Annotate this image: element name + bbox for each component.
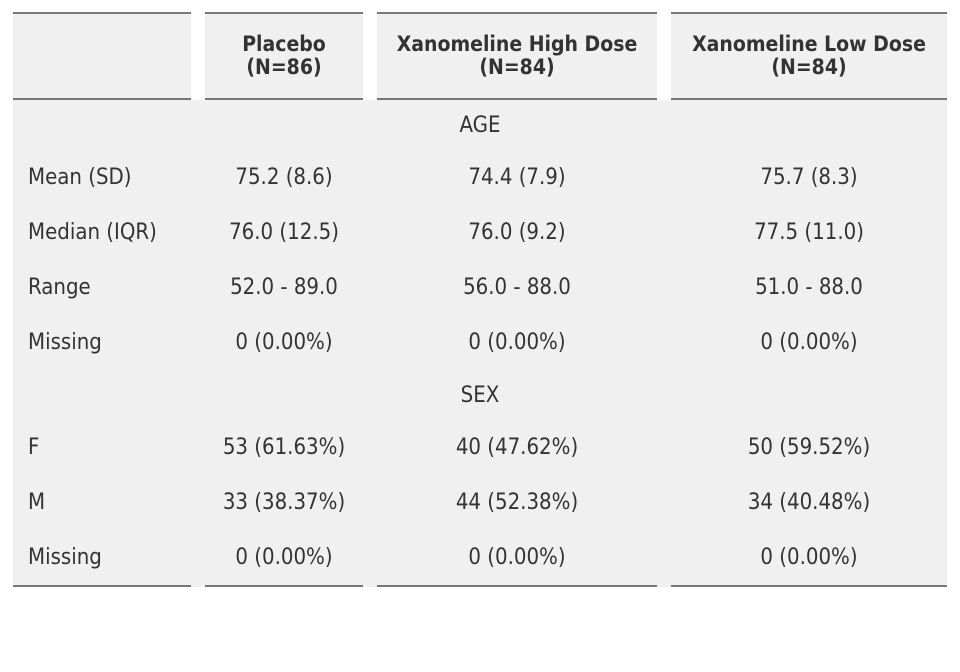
- column-name: Xanomeline High Dose: [396, 32, 638, 56]
- cell-value: 52.0 - 89.0: [230, 275, 338, 300]
- column-count: (N=84): [771, 55, 847, 79]
- row-label: Missing: [28, 330, 102, 355]
- header-placebo: Placebo (N=86): [205, 12, 363, 100]
- table-row: Range 52.0 - 89.0 56.0 - 88.0 51.0 - 88.…: [13, 260, 947, 315]
- row-label: Median (IQR): [28, 220, 157, 245]
- header-high-dose: Xanomeline High Dose (N=84): [377, 12, 657, 100]
- header-stub: [13, 12, 191, 100]
- column-name: Xanomeline Low Dose: [692, 32, 926, 56]
- cell-value: 34 (40.48%): [747, 490, 871, 515]
- cell-value: 75.7 (8.3): [760, 165, 858, 190]
- cell-value: 76.0 (12.5): [229, 220, 339, 245]
- cell-value: 74.4 (7.9): [468, 165, 566, 190]
- column-count: (N=84): [479, 55, 555, 79]
- cell-value: 0 (0.00%): [377, 530, 657, 587]
- cell-value: 44 (52.38%): [455, 490, 579, 515]
- demographics-summary-table: Placebo (N=86) Xanomeline High Dose (N=8…: [13, 12, 947, 587]
- table-row: Missing 0 (0.00%) 0 (0.00%) 0 (0.00%): [13, 530, 947, 587]
- header-low-dose: Xanomeline Low Dose (N=84): [671, 12, 947, 100]
- row-label: M: [28, 490, 46, 515]
- table-row: Mean (SD) 75.2 (8.6) 74.4 (7.9) 75.7 (8.…: [13, 150, 947, 205]
- table-row: Median (IQR) 76.0 (12.5) 76.0 (9.2) 77.5…: [13, 205, 947, 260]
- cell-value: 53 (61.63%): [222, 435, 346, 460]
- row-label: Mean (SD): [28, 165, 132, 190]
- cell-value: 56.0 - 88.0: [463, 275, 571, 300]
- cell-value: 0 (0.00%): [671, 530, 947, 587]
- row-label: Missing: [13, 530, 191, 587]
- cell-value: 0 (0.00%): [468, 330, 566, 355]
- cell-value: 0 (0.00%): [760, 330, 858, 355]
- summary-table-container: Placebo (N=86) Xanomeline High Dose (N=8…: [13, 12, 947, 587]
- section-header-sex: SEX: [13, 370, 947, 420]
- table-row: M 33 (38.37%) 44 (52.38%) 34 (40.48%): [13, 475, 947, 530]
- table-row: Missing 0 (0.00%) 0 (0.00%) 0 (0.00%): [13, 315, 947, 370]
- cell-value: 40 (47.62%): [455, 435, 579, 460]
- cell-value: 77.5 (11.0): [754, 220, 864, 245]
- cell-value: 51.0 - 88.0: [755, 275, 863, 300]
- cell-value: 50 (59.52%): [747, 435, 871, 460]
- table-row: F 53 (61.63%) 40 (47.62%) 50 (59.52%): [13, 420, 947, 475]
- cell-value: 0 (0.00%): [205, 530, 363, 587]
- section-header-age: AGE: [13, 100, 947, 150]
- table-header-row: Placebo (N=86) Xanomeline High Dose (N=8…: [13, 12, 947, 100]
- cell-value: 0 (0.00%): [235, 330, 333, 355]
- cell-value: 76.0 (9.2): [468, 220, 566, 245]
- column-name: Placebo: [242, 32, 326, 56]
- row-label: F: [28, 435, 40, 460]
- row-label: Range: [28, 275, 91, 300]
- cell-value: 75.2 (8.6): [235, 165, 333, 190]
- section-title: AGE: [459, 112, 501, 138]
- column-count: (N=86): [246, 55, 322, 79]
- section-title: SEX: [460, 382, 500, 408]
- cell-value: 33 (38.37%): [222, 490, 346, 515]
